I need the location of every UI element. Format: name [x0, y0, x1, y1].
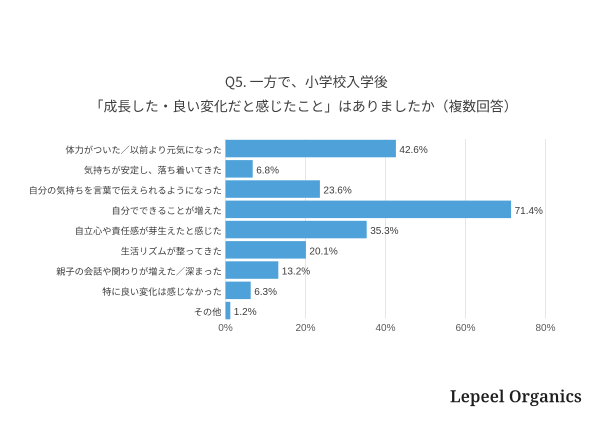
svg-text:0%: 0% [218, 323, 233, 334]
svg-text:20%: 20% [295, 323, 315, 334]
svg-text:60%: 60% [455, 323, 475, 334]
svg-text:80%: 80% [535, 323, 555, 334]
svg-text:1.2%: 1.2% [234, 307, 257, 318]
svg-text:42.6%: 42.6% [399, 145, 427, 156]
svg-text:6.3%: 6.3% [254, 287, 277, 298]
svg-text:35.3%: 35.3% [370, 226, 398, 237]
svg-text:40%: 40% [375, 323, 395, 334]
svg-text:6.8%: 6.8% [256, 165, 279, 176]
svg-text:71.4%: 71.4% [515, 206, 543, 217]
svg-text:13.2%: 13.2% [282, 267, 310, 278]
svg-text:23.6%: 23.6% [323, 186, 351, 197]
svg-text:20.1%: 20.1% [309, 246, 337, 257]
